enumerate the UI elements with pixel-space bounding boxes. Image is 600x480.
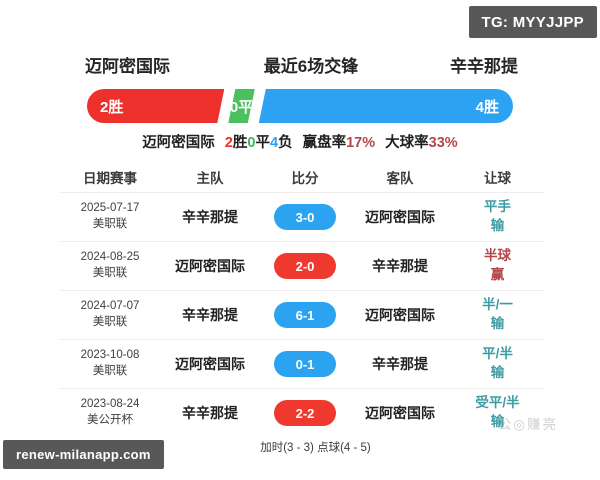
handicap-result: 受平/半 输 [450,394,545,432]
score-cell: 3-0 [260,204,350,230]
summary-over-label: 大球率 [385,135,429,151]
summary-wins-label: 胜 [232,135,248,151]
section-title: 最近6场交锋 [263,57,359,76]
summary-team: 迈阿密国际 [142,135,215,151]
match-date: 2024-08-25 [80,251,140,264]
table-row[interactable]: 2024-07-07 美职联 辛辛那提 6-1 迈阿密国际 半/一 输 [60,290,545,339]
match-date-league: 2024-08-25 美职联 [60,250,160,281]
match-date: 2023-08-24 [80,398,140,411]
handicap-line: 平/半 [482,346,513,362]
col-header-score: 比分 [291,171,319,186]
bar-segment-away-wins: 4胜 [258,89,513,123]
handicap-result: 平/半 输 [450,345,545,383]
handicap-outcome: 赢 [490,267,505,282]
handicap-line: 半/一 [482,297,513,313]
col-header-away: 客队 [386,171,414,186]
handicap-outcome: 输 [490,218,505,233]
score-cell: 2-0 [260,253,350,279]
summary-over-value: 33% [428,135,458,151]
match-date-league: 2023-08-24 美公开杯 [60,397,160,428]
col-header-home: 主队 [196,171,224,186]
match-date-league: 2025-07-17 美职联 [60,201,160,232]
site-url-badge[interactable]: renew-milanapp.com [3,440,164,469]
match-date: 2024-07-07 [80,300,140,313]
summary-losses-num: 4 [269,135,279,151]
score-cell: 6-1 [260,302,350,328]
match-league: 美职联 [92,316,128,328]
handicap-outcome: 输 [490,414,505,429]
matchup-header: 迈阿密国际 最近6场交锋 辛辛那提 [0,52,600,76]
match-date-league: 2023-10-08 美职联 [60,348,160,379]
score-pill: 0-1 [274,351,336,377]
match-league: 美职联 [92,267,128,279]
home-team: 辛辛那提 [182,405,238,421]
table-row[interactable]: 2024-08-25 美职联 迈阿密国际 2-0 辛辛那提 半球 赢 [60,241,545,290]
score-cell: 2-2 [260,400,350,426]
away-team: 辛辛那提 [372,356,428,372]
table-row[interactable]: 2025-07-17 美职联 辛辛那提 3-0 迈阿密国际 平手 输 [60,192,545,241]
summary-draws-num: 0 [247,135,256,151]
away-team: 辛辛那提 [372,258,428,274]
score-pill: 6-1 [274,302,336,328]
extra-time-note: 加时(3 - 3) 点球(4 - 5) [260,442,371,454]
match-league: 美职联 [92,218,128,230]
summary-wins-num: 2 [224,135,233,151]
telegram-contact-badge[interactable]: TG: MYYJJPP [468,6,597,38]
match-date: 2023-10-08 [80,349,140,362]
away-team: 迈阿密国际 [365,405,435,421]
summary-draws-label: 平 [255,135,270,151]
summary-handicap-value: 17% [346,135,376,151]
handicap-outcome: 输 [490,365,505,380]
away-team: 迈阿密国际 [365,209,435,225]
score-pill: 2-0 [274,253,336,279]
summary-handicap-label: 赢盘率 [302,135,347,151]
table-header-row: 日期赛事 主队 比分 客队 让球 [60,162,545,192]
match-date: 2025-07-17 [80,202,140,215]
score-pill: 3-0 [274,204,336,230]
match-date-league: 2024-07-07 美职联 [60,299,160,330]
home-team: 迈阿密国际 [175,356,245,372]
handicap-result: 半球 赢 [450,247,545,285]
home-team: 迈阿密国际 [175,258,245,274]
handicap-result: 半/一 输 [450,296,545,334]
bar-segment-home-wins: 2胜 [87,89,224,123]
col-header-handicap: 让球 [484,171,511,186]
away-team: 迈阿密国际 [365,307,435,323]
handicap-line: 平手 [484,199,511,215]
handicap-line: 受平/半 [475,395,520,411]
match-league: 美公开杯 [87,414,133,426]
win-draw-loss-bar: 2胜 0平 4胜 [87,89,513,123]
away-team-name: 辛辛那提 [450,57,518,76]
bar-segment-draws: 0平 [228,89,254,123]
record-summary-line: 迈阿密国际 2胜0平4负 赢盘率17% 大球率33% [0,131,600,152]
handicap-result: 平手 输 [450,198,545,236]
source-watermark: 公◎赚亮 [497,417,558,432]
table-row[interactable]: 2023-08-24 美公开杯 辛辛那提 2-2 迈阿密国际 受平/半 输 [60,388,545,437]
home-team: 辛辛那提 [182,209,238,225]
handicap-line: 半球 [484,248,511,264]
match-league: 美职联 [92,365,128,377]
col-header-date: 日期赛事 [83,171,137,186]
home-team-name: 迈阿密国际 [85,57,170,76]
summary-losses-label: 负 [278,135,293,151]
score-pill: 2-2 [274,400,336,426]
table-row[interactable]: 2023-10-08 美职联 迈阿密国际 0-1 辛辛那提 平/半 输 [60,339,545,388]
handicap-outcome: 输 [490,316,505,331]
score-cell: 0-1 [260,351,350,377]
h2h-match-table: 日期赛事 主队 比分 客队 让球 2025-07-17 美职联 辛辛那提 3-0… [60,162,545,455]
home-team: 辛辛那提 [182,307,238,323]
